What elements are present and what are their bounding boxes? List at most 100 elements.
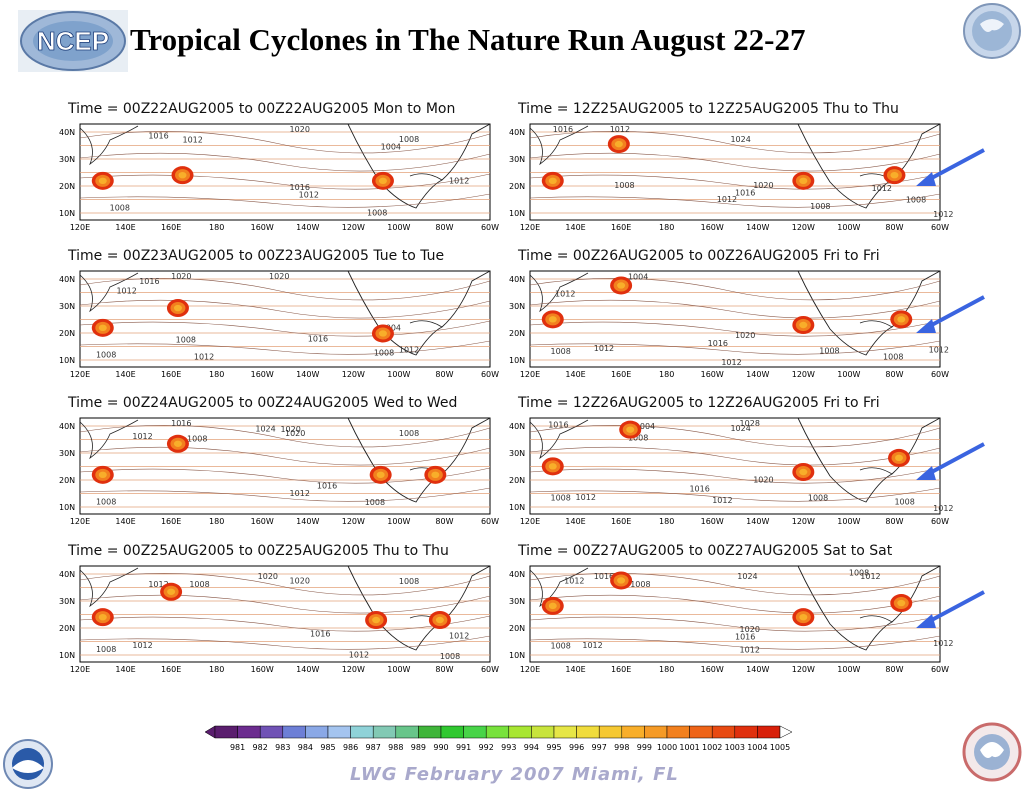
colorbar-swatch [350,725,374,739]
lon-tick-label: 160E [611,517,631,526]
contour-label: 1012 [933,639,953,648]
lat-tick-label: 30N [509,302,525,311]
map-svg: Time = 00Z26AUG2005 to 00Z26AUG2005 Fri … [509,248,949,379]
contour-label: 1012 [132,432,152,441]
lon-tick-label: 160E [161,665,181,674]
map-svg: Time = 00Z25AUG2005 to 00Z25AUG2005 Thu … [59,543,499,674]
map-svg: Time = 00Z23AUG2005 to 00Z23AUG2005 Tue … [59,248,499,379]
contour-label: 1008 [399,577,419,586]
nws-logo-icon [958,712,1022,788]
colorbar-label: 986 [343,743,358,752]
contour-label: 1008 [849,569,869,578]
contour-label: 1028 [740,419,760,428]
lon-tick-label: 160E [611,665,631,674]
lon-tick-label: 180 [659,370,674,379]
contour-label: 1008 [894,497,914,506]
lat-tick-label: 20N [509,329,525,338]
colorbar-label: 985 [320,743,335,752]
lon-tick-label: 80W [435,517,453,526]
gulf-coastline [409,320,443,328]
colorbar-label: 1000 [657,743,677,752]
lon-tick-label: 160W [251,665,274,674]
lon-tick-label: 160W [251,517,274,526]
contour-label: 1020 [258,572,278,581]
contour-label: 1012 [594,344,614,353]
lon-tick-label: 120W [792,223,815,232]
contour-label: 1020 [290,125,310,134]
contour-label: 1008 [440,652,460,661]
ncep-logo-text: NCEP [37,26,109,56]
colorbar-swatch [621,725,645,739]
lon-tick-label: 180 [209,370,224,379]
isobar-contour [529,340,941,355]
lon-tick-label: 80W [435,223,453,232]
isobar-contour [529,572,941,596]
lon-tick-label: 160E [161,370,181,379]
contour-label: 1016 [735,633,755,642]
contour-label: 1024 [730,424,750,433]
gulf-coastline [859,320,893,328]
noaa-logo-icon [2,738,54,790]
lat-tick-label: 20N [509,624,525,633]
lat-tick-label: 40N [59,422,75,431]
isobar-contour [529,173,941,190]
isobar-contour [529,277,941,301]
lon-tick-label: 120E [520,665,540,674]
tropical-cyclone-marker [792,463,815,481]
lon-tick-label: 100W [387,517,410,526]
lon-tick-label: 60W [931,665,949,674]
contour-label: 1020 [753,476,773,485]
lon-tick-label: 120W [792,517,815,526]
colorbar-label: 984 [298,743,313,752]
lat-tick-label: 30N [59,155,75,164]
contour-label: 1016 [708,339,728,348]
lat-tick-label: 20N [509,182,525,191]
lon-tick-label: 180 [659,223,674,232]
isobar-contour [79,152,491,172]
contour-label: 1008 [367,209,387,218]
isobar-contour [529,130,941,154]
lon-tick-label: 60W [931,223,949,232]
contour-label: 1012 [933,210,953,219]
contour-label: 1008 [189,580,209,589]
tropical-cyclone-marker [541,457,564,476]
map-plot-area [79,417,491,515]
isobar-contour [79,193,491,208]
lon-tick-label: 180 [659,665,674,674]
contour-label: 1008 [96,645,116,654]
colorbar-swatch [282,725,306,739]
colorbar-label: 982 [253,743,268,752]
lon-tick-label: 160W [701,370,724,379]
map-svg: Time = 12Z26AUG2005 to 12Z26AUG2005 Fri … [509,395,954,526]
colorbar-swatch [689,725,713,739]
tropical-cyclone-marker [541,310,564,329]
contour-label: 1008 [110,203,130,212]
colorbar-label: 995 [546,743,561,752]
tropical-cyclone-marker [166,434,189,453]
lon-tick-label: 60W [931,517,949,526]
lon-tick-label: 120W [792,665,815,674]
tropical-cyclone-marker [91,318,114,337]
contour-label: 1008 [630,580,650,589]
colorbar-label: 992 [479,743,494,752]
lat-tick-label: 20N [59,329,75,338]
lon-tick-label: 140E [565,370,585,379]
contour-label: 1016 [553,125,573,134]
contour-label: 1016 [139,277,159,286]
isobar-contour [529,299,941,319]
colorbar-label: 999 [637,743,652,752]
contour-label: 1012 [183,136,203,145]
colorbar-swatch [305,725,329,739]
asia-coastline [529,272,589,313]
colorbar-swatch [372,725,397,739]
contour-label: 1008 [96,497,116,506]
map-panel: Time = 00Z25AUG2005 to 00Z25AUG2005 Thu … [58,540,548,675]
colorbar-label: 989 [411,743,426,752]
map-plot-area [79,565,491,663]
contour-label: 1020 [171,272,191,281]
lat-tick-label: 10N [509,651,525,660]
contour-label: 1012 [399,345,419,354]
isobar-contour [79,424,491,448]
asia-coastline [79,125,139,166]
page-title: Tropical Cyclones in The Nature Run Augu… [130,22,806,57]
